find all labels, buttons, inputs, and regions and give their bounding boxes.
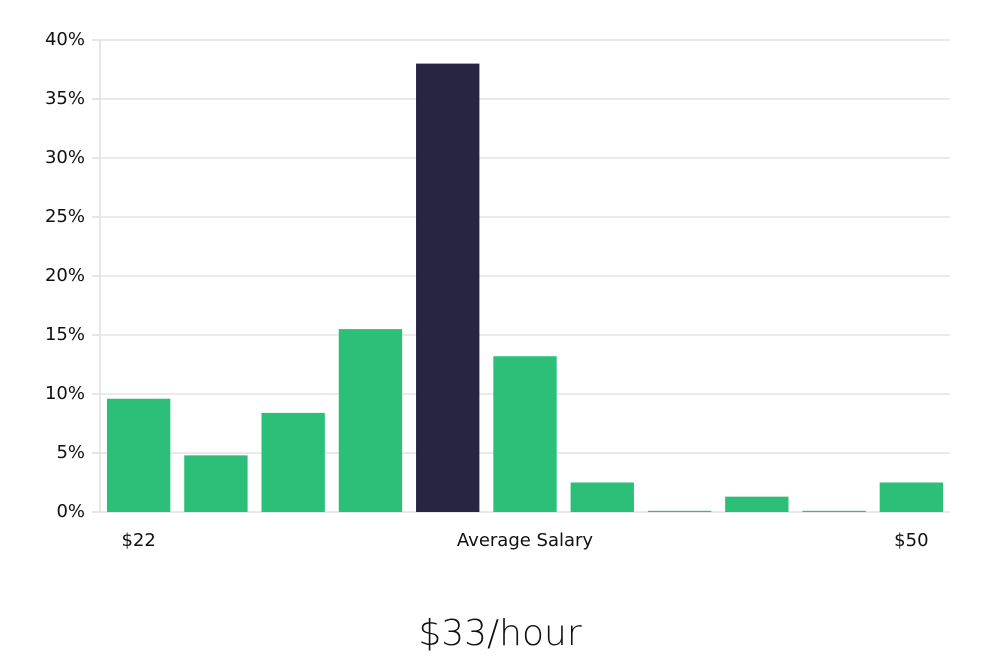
bar: [106, 398, 171, 512]
bar: [184, 455, 248, 512]
bar: [725, 496, 789, 512]
x-tick-label: Average Salary: [457, 530, 594, 551]
y-tick-label: 20%: [45, 265, 85, 286]
y-tick-label: 0%: [56, 501, 85, 522]
y-tick-label: 25%: [45, 206, 85, 227]
x-tick-label: $50: [894, 530, 928, 551]
y-tick-label: 15%: [45, 324, 85, 345]
footer-value: $33/hour: [418, 613, 582, 654]
y-tick-label: 40%: [45, 29, 85, 50]
y-tick-label: 30%: [45, 147, 85, 168]
bar: [802, 510, 866, 512]
y-tick-label: 10%: [45, 383, 85, 404]
bar: [493, 356, 557, 512]
bar: [879, 482, 944, 512]
y-tick-label: 35%: [45, 88, 85, 109]
bar: [261, 412, 325, 512]
x-tick-label: $22: [121, 530, 155, 551]
bar: [570, 482, 634, 512]
bar: [647, 510, 712, 512]
y-tick-label: 5%: [56, 442, 85, 463]
bar: [338, 329, 403, 512]
bar: [416, 63, 480, 512]
